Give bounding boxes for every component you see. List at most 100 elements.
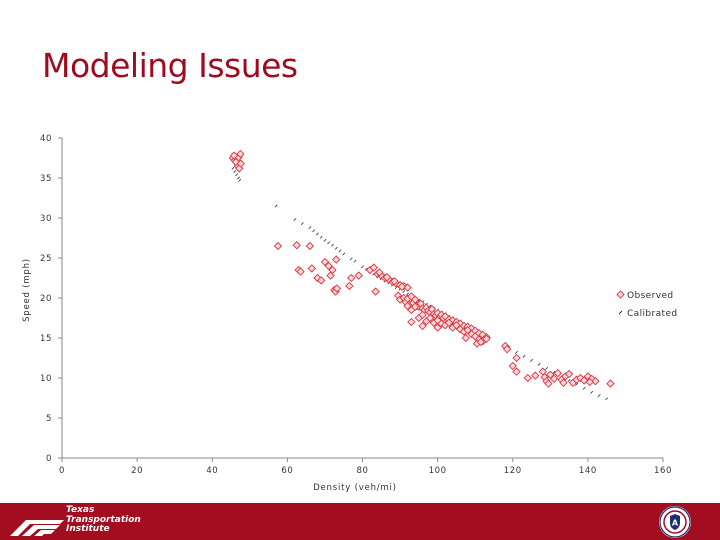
observed-point bbox=[559, 378, 568, 387]
observed-point bbox=[307, 264, 316, 273]
observed-point bbox=[229, 151, 239, 160]
observed-point bbox=[305, 241, 315, 251]
observed-point bbox=[236, 159, 245, 168]
observed-point bbox=[544, 379, 553, 388]
y-tick-label: 20 bbox=[40, 294, 52, 304]
legend-item-calibrated: Calibrated bbox=[618, 309, 677, 319]
calibrated-point bbox=[327, 241, 331, 245]
tti-logo-text: Texas Transportation Institute bbox=[66, 505, 141, 535]
x-tick-label: 100 bbox=[429, 466, 447, 476]
y-tick-label: 5 bbox=[46, 414, 52, 424]
tti-logo-word: Institute bbox=[66, 524, 110, 534]
observed-point bbox=[508, 361, 517, 371]
observed-point bbox=[591, 377, 600, 386]
observed-point bbox=[324, 261, 333, 271]
y-tick-label: 0 bbox=[46, 454, 52, 464]
observed-point bbox=[444, 318, 454, 327]
footer-bar: Texas Transportation Institute A bbox=[0, 503, 720, 540]
speed-density-chart: 0 20 40 60 80 100 120 140 160 0 5 10 15 20 25 30 35 40 De… bbox=[22, 134, 677, 493]
observed-point bbox=[407, 317, 416, 327]
calibrated-point bbox=[402, 290, 406, 294]
calibrated-point bbox=[353, 259, 357, 263]
calibrated-point bbox=[406, 292, 410, 296]
observed-point bbox=[461, 333, 470, 343]
observed-point bbox=[564, 369, 574, 379]
observed-point bbox=[531, 371, 540, 380]
calibrated-point bbox=[323, 238, 327, 242]
observed-point bbox=[549, 374, 559, 383]
legend-item-observed: Observed bbox=[616, 290, 674, 301]
observed-point bbox=[502, 345, 512, 354]
x-tick-label: 40 bbox=[206, 466, 218, 476]
observed-point bbox=[553, 369, 562, 378]
observed-point bbox=[390, 277, 399, 286]
calibrated-point bbox=[274, 204, 278, 208]
observed-point bbox=[403, 301, 412, 311]
legend-calibrated-marker bbox=[618, 310, 623, 315]
calibrated-point bbox=[545, 366, 549, 370]
observed-point bbox=[606, 379, 615, 388]
calibrated-point bbox=[537, 362, 541, 366]
observed-point bbox=[476, 337, 485, 347]
legend-observed-label: Observed bbox=[627, 291, 674, 301]
calibrated-point bbox=[582, 386, 586, 390]
calibrated-point bbox=[330, 243, 334, 247]
observed-point bbox=[332, 255, 341, 264]
calibrated-point bbox=[575, 382, 579, 386]
calibrated-point bbox=[515, 350, 518, 354]
x-tick-label: 80 bbox=[356, 466, 368, 476]
legend-observed-marker bbox=[616, 290, 625, 299]
observed-point bbox=[382, 273, 392, 282]
observed-point bbox=[452, 321, 461, 330]
observed-point bbox=[347, 273, 356, 283]
calibrated-point bbox=[417, 298, 421, 302]
observed-series bbox=[228, 149, 615, 388]
observed-point bbox=[292, 241, 301, 250]
observed-point bbox=[512, 367, 521, 376]
calibrated-point bbox=[300, 222, 304, 226]
observed-point bbox=[482, 334, 491, 343]
svg-text:A: A bbox=[672, 519, 679, 528]
calibrated-point bbox=[590, 390, 594, 394]
y-tick-label: 10 bbox=[40, 374, 52, 384]
calibrated-point bbox=[597, 394, 601, 398]
calibrated-point bbox=[238, 178, 242, 182]
chart-axes: 0 20 40 60 80 100 120 140 160 0 5 10 15 20 25 30 35 40 bbox=[40, 134, 671, 476]
x-tick-label: 140 bbox=[579, 466, 597, 476]
observed-point bbox=[273, 241, 283, 251]
observed-point bbox=[425, 313, 435, 323]
calibrated-point bbox=[233, 170, 237, 174]
calibrated-point bbox=[293, 218, 297, 222]
x-tick-label: 0 bbox=[59, 466, 65, 476]
calibrated-point bbox=[338, 249, 342, 253]
calibrated-point bbox=[530, 358, 534, 362]
calibrated-point bbox=[349, 257, 353, 261]
tti-logo-word: Texas bbox=[66, 505, 95, 515]
observed-point bbox=[585, 377, 594, 387]
observed-point bbox=[403, 283, 412, 292]
observed-point bbox=[410, 302, 420, 311]
calibrated-point bbox=[319, 235, 323, 239]
calibrated-point bbox=[308, 226, 312, 230]
calibrated-point bbox=[522, 354, 526, 358]
observed-point bbox=[397, 282, 407, 291]
observed-point bbox=[410, 295, 420, 304]
calibrated-point bbox=[312, 229, 316, 233]
observed-point bbox=[375, 268, 384, 277]
observed-point bbox=[236, 149, 245, 159]
y-tick-label: 35 bbox=[40, 174, 52, 184]
observed-point bbox=[354, 271, 363, 280]
calibrated-point bbox=[552, 370, 556, 374]
tti-logo-icon bbox=[10, 520, 64, 536]
observed-point bbox=[463, 325, 472, 335]
observed-point bbox=[296, 267, 305, 276]
university-seal-icon: A bbox=[659, 506, 691, 538]
calibrated-point bbox=[361, 265, 364, 269]
calibrated-point bbox=[315, 232, 319, 236]
observed-point bbox=[326, 271, 335, 280]
x-tick-label: 20 bbox=[131, 466, 143, 476]
calibrated-series bbox=[231, 166, 609, 401]
observed-point bbox=[369, 263, 378, 272]
y-tick-label: 30 bbox=[40, 214, 52, 224]
y-tick-label: 40 bbox=[40, 134, 52, 144]
